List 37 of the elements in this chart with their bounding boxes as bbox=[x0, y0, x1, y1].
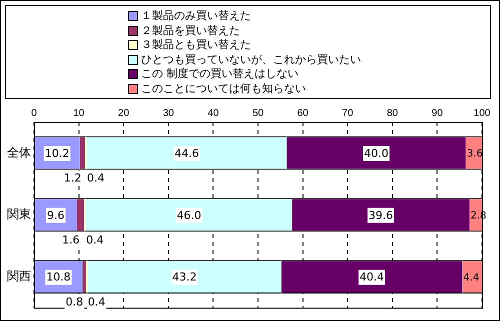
x-tick-label: 80 bbox=[386, 108, 398, 119]
x-tick-label: 70 bbox=[342, 108, 354, 119]
legend-label: このことについては何も知らない bbox=[141, 82, 306, 96]
data-label: 44.6 bbox=[174, 146, 200, 160]
data-label: 0.4 bbox=[88, 295, 106, 308]
x-tick-label: 60 bbox=[297, 108, 309, 119]
x-tick-label: 90 bbox=[432, 108, 444, 119]
data-label: 9.6 bbox=[47, 208, 65, 222]
x-tick-label: 0 bbox=[31, 108, 38, 119]
legend-label: １製品のみ買い替えた bbox=[141, 9, 251, 24]
y-tick-label: 関西 bbox=[7, 269, 31, 284]
legend-label: ３製品とも買い替えた bbox=[141, 38, 251, 52]
data-label: 3.6 bbox=[466, 148, 483, 160]
x-tick-label: 30 bbox=[162, 108, 174, 119]
legend-label: この 制度での買い替えはしない bbox=[141, 67, 298, 82]
data-label: 43.2 bbox=[172, 270, 197, 284]
x-tick-label: 40 bbox=[208, 108, 220, 119]
x-tick-label: 50 bbox=[252, 108, 264, 119]
legend-label: ２製品を買い替えた bbox=[141, 24, 240, 38]
data-label: 1.6 bbox=[62, 233, 80, 246]
data-label: 0.8 bbox=[66, 295, 84, 308]
y-tick-label: 関東 bbox=[7, 207, 31, 222]
data-label: 10.8 bbox=[46, 270, 71, 284]
x-tick-label: 10 bbox=[73, 108, 85, 119]
x-tick-label: 20 bbox=[118, 108, 130, 119]
data-label: 4.4 bbox=[463, 272, 480, 284]
data-label: 0.4 bbox=[86, 233, 104, 246]
data-label: 39.6 bbox=[368, 208, 393, 222]
legend-label: ひとつも買っていないが、これから買いたい bbox=[141, 52, 361, 67]
data-label: 40.4 bbox=[360, 270, 384, 284]
data-label: 1.2 bbox=[64, 172, 82, 185]
x-tick-label: 100 bbox=[474, 108, 491, 119]
y-tick-label: 全体 bbox=[7, 145, 31, 160]
data-label: 10.2 bbox=[44, 146, 70, 160]
data-label: 40.0 bbox=[364, 146, 389, 160]
data-label: 46.0 bbox=[176, 208, 202, 222]
data-label: 0.4 bbox=[86, 172, 104, 185]
